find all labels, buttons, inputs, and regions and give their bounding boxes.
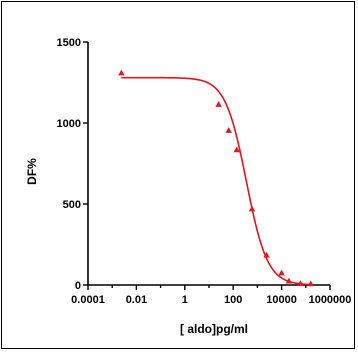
x-tick-label: 1	[182, 294, 188, 306]
x-tick-label: 0.0001	[71, 294, 105, 306]
data-point	[233, 146, 240, 153]
y-tick-label: 500	[63, 199, 81, 211]
chart-frame	[1, 1, 355, 349]
data-points	[118, 69, 314, 287]
x-tick-label: 10000	[266, 294, 297, 306]
x-axis-label: [ aldo]pg/ml	[180, 322, 248, 336]
axes	[87, 42, 330, 286]
x-tick-label: 1000000	[309, 294, 352, 306]
data-point	[297, 280, 304, 286]
y-tick-label: 1500	[57, 37, 81, 49]
x-tick-label: 0.01	[126, 294, 147, 306]
data-point	[263, 251, 270, 258]
data-point	[307, 280, 314, 287]
fit-curve	[121, 76, 311, 286]
data-point	[225, 127, 232, 133]
data-point	[215, 101, 222, 107]
y-tick-label: 0	[75, 280, 81, 292]
data-point	[248, 205, 256, 212]
data-point	[278, 269, 285, 276]
y-tick-label: 1000	[57, 118, 81, 130]
ticks: 0 500 1000 1500 0.0001 0.01 1 100 10000 1000000	[57, 37, 352, 306]
data-point	[285, 277, 293, 284]
y-axis-label: DF%	[25, 158, 39, 185]
x-tick-label: 100	[224, 294, 242, 306]
data-point	[118, 69, 125, 76]
